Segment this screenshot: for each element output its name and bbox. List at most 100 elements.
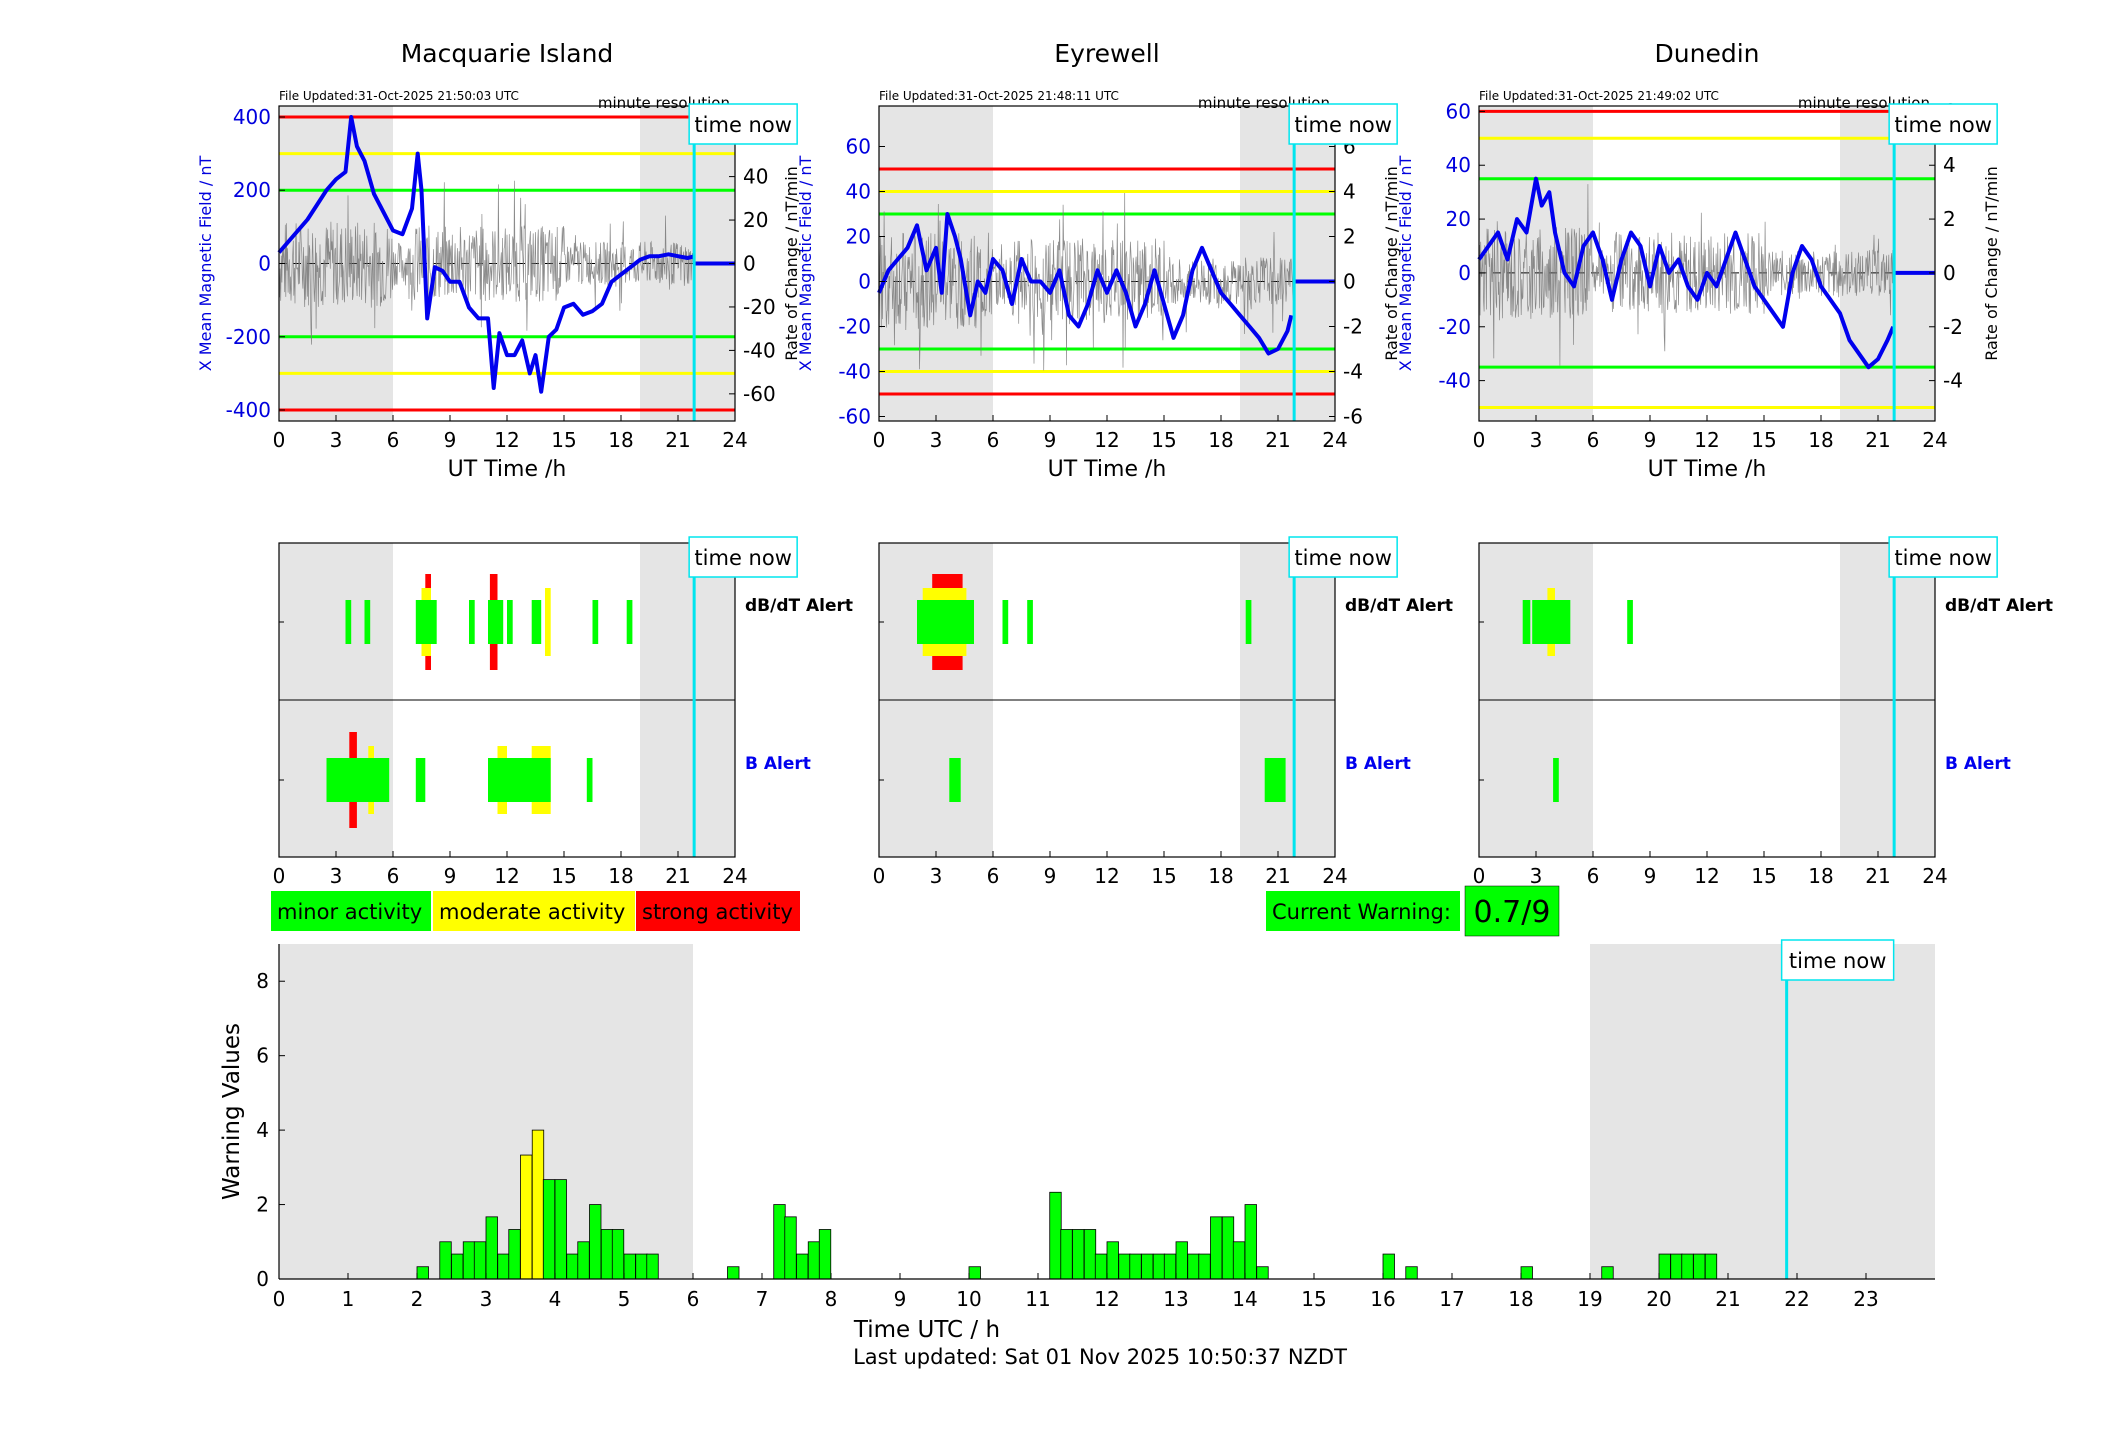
dbdt-alert-block-minor <box>415 600 437 644</box>
dbdt-alert-block-minor <box>488 600 504 644</box>
time-now-label: time now <box>1888 103 1998 145</box>
dbdt-alert-block-minor <box>917 600 974 644</box>
x-tick-label: 7 <box>756 1287 769 1311</box>
x-tick-label: 3 <box>480 1287 493 1311</box>
warning-chart: 0 1 2 3 4 5 6 7 8 9 10 11 12 13 14 15 16 17 18 19 20 21 22 2302… <box>219 939 1935 1343</box>
activity-legend: minor activity moderate activity strong ac… <box>271 891 800 931</box>
warning-bar <box>968 1266 981 1280</box>
x-tick-label: 3 <box>1530 428 1543 452</box>
warning-bar <box>600 1229 614 1280</box>
x-tick-label: 8 <box>825 1287 838 1311</box>
warning-bar <box>818 1229 832 1280</box>
night-shading <box>1240 106 1335 421</box>
r-tick-label: 0 <box>1943 261 1956 285</box>
dbdt-alert-block-minor <box>1532 600 1571 644</box>
current-warning-value: 0.7/9 <box>1474 895 1551 930</box>
x-tick-label: 6 <box>387 428 400 452</box>
time-now-label: time now <box>688 536 798 578</box>
x-tick-label: 14 <box>1232 1287 1257 1311</box>
warning-bar <box>462 1241 476 1280</box>
legend-swatch-moderate <box>433 891 635 931</box>
time-now-label-box <box>688 536 798 578</box>
time-now-label-box <box>1888 536 1998 578</box>
x-tick-label: 12 <box>494 864 519 888</box>
y-tick-label: -40 <box>838 360 871 384</box>
warning-bar <box>589 1204 602 1280</box>
x-tick-label: 9 <box>1644 428 1657 452</box>
x-tick-label: 13 <box>1163 1287 1188 1311</box>
x-tick-label: 24 <box>1922 428 1947 452</box>
time-now-label: time now <box>1288 536 1398 578</box>
x-tick-label: 6 <box>987 428 1000 452</box>
x-tick-label: 18 <box>1508 1287 1533 1311</box>
dbdt-alert-block-minor <box>1002 600 1009 644</box>
time-now-label: time now <box>688 103 798 145</box>
warning-bar <box>1244 1204 1257 1280</box>
x-tick-label: 18 <box>608 428 633 452</box>
x-tick-label: 1 <box>342 1287 355 1311</box>
x-tick-label: 0 <box>873 864 886 888</box>
dbdt-alert-block-minor <box>592 600 599 644</box>
r-tick-label: 20 <box>743 208 768 232</box>
x-tick-label: 6 <box>987 864 1000 888</box>
alert-plot: 0 3 6 9 12 15 18 21 24 dB/dT Alert B Alert time now <box>273 536 853 888</box>
x-tick-label: 15 <box>551 864 576 888</box>
x-tick-label: 10 <box>956 1287 981 1311</box>
x-tick-label: 12 <box>1694 428 1719 452</box>
warning-bar <box>1187 1253 1200 1280</box>
warning-bar <box>1163 1253 1177 1280</box>
x-tick-label: 15 <box>551 428 576 452</box>
y-tick-label: -20 <box>1438 315 1471 339</box>
x-tick-label: 6 <box>1587 428 1600 452</box>
x-tick-label: 4 <box>549 1287 562 1311</box>
r-tick-label: -4 <box>1943 369 1963 393</box>
warning-bar <box>1382 1253 1395 1280</box>
y-tick-label: 60 <box>1446 99 1471 123</box>
x-tick-label: 0 <box>1473 428 1486 452</box>
legend-swatch-minor <box>271 891 431 931</box>
x-tick-label: 18 <box>1808 428 1833 452</box>
rate-of-change-trace <box>1478 184 1895 366</box>
warning-bar <box>1175 1241 1188 1280</box>
x-tick-label: 19 <box>1577 1287 1602 1311</box>
x-tick-label: 12 <box>1094 1287 1119 1311</box>
time-now-label-text: time now <box>694 546 791 570</box>
x-tick-label: 3 <box>330 428 343 452</box>
warning-bar <box>1210 1216 1223 1280</box>
legend-label-minor: minor activity <box>277 900 422 924</box>
dbdt-alert-block-minor <box>1522 600 1531 644</box>
x-tick-label: 15 <box>1751 864 1776 888</box>
warning-bar <box>784 1216 797 1280</box>
x-tick-label: 9 <box>1044 864 1057 888</box>
warning-bar <box>542 1179 556 1280</box>
y-axis-label: X Mean Magnetic Field / nT <box>196 156 215 372</box>
x-tick-label: 18 <box>608 864 633 888</box>
current-warning-label: Current Warning: <box>1272 900 1451 924</box>
x-tick-label: 12 <box>1694 864 1719 888</box>
x-axis-label: UT Time /h <box>448 457 567 482</box>
dbdt-alert-label: dB/dT Alert <box>745 596 853 616</box>
legend-swatch-strong <box>636 891 800 931</box>
warning-bar <box>1049 1191 1062 1280</box>
x-tick-label: 12 <box>494 428 519 452</box>
x-tick-label: 21 <box>665 428 690 452</box>
x-tick-label: 9 <box>1044 428 1057 452</box>
warning-bar <box>1118 1253 1131 1280</box>
y-tick-label: 40 <box>846 180 871 204</box>
y-tick-label: 2 <box>256 1193 269 1217</box>
station-panel-0: Macquarie Island 0 3 6 9 12 15 18 21 24 UT Time /h… <box>196 39 853 888</box>
warning-bar <box>1601 1266 1614 1280</box>
y-tick-label: 400 <box>233 105 271 129</box>
time-now-label-text: time now <box>1789 949 1886 973</box>
r-tick-label: -20 <box>743 295 776 319</box>
r-tick-label: -2 <box>1343 315 1363 339</box>
x-tick-label: 18 <box>1808 864 1833 888</box>
x-tick-label: 12 <box>1094 428 1119 452</box>
x-tick-label: 15 <box>1151 864 1176 888</box>
alert-plot: 0 3 6 9 12 15 18 21 24 dB/dT Alert B Alert time now <box>1473 536 2053 888</box>
warning-bar <box>635 1253 648 1280</box>
x-tick-label: 9 <box>1644 864 1657 888</box>
r-tick-label: 4 <box>1343 180 1356 204</box>
